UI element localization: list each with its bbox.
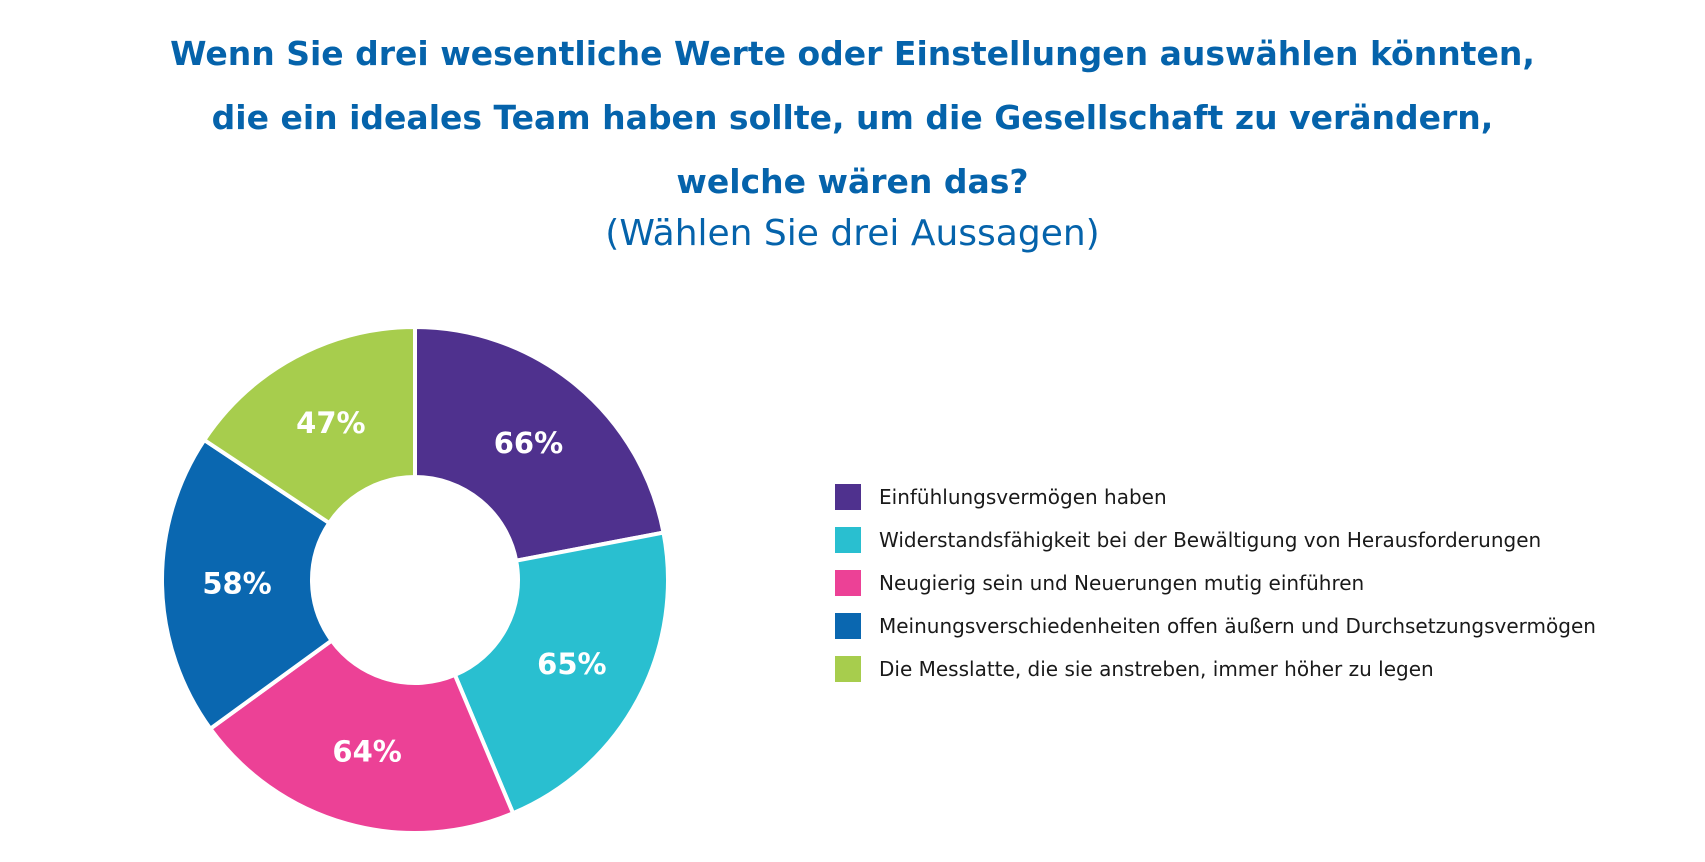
donut-data-label-1: 66% [494, 426, 563, 460]
legend-item-2: Widerstandsfähigkeit bei der Bewältigung… [835, 518, 1596, 561]
donut-data-label-3: 64% [332, 734, 401, 768]
legend-item-1: Einfühlungsvermögen haben [835, 475, 1596, 518]
legend-item-3: Neugierig sein und Neuerungen mutig einf… [835, 561, 1596, 604]
chart-subtitle: (Wählen Sie drei Aussagen) [605, 213, 1100, 254]
donut-data-label-4: 58% [202, 567, 271, 601]
legend-item-4: Meinungsverschiedenheiten offen äußern u… [835, 604, 1596, 647]
legend-item-5: Die Messlatte, die sie anstreben, immer … [835, 647, 1596, 690]
legend-swatch-2 [835, 526, 861, 553]
legend-swatch-3 [835, 569, 861, 596]
donut-data-label-2: 65% [537, 647, 606, 681]
chart-title-line-2: die ein ideales Team haben sollte, um di… [211, 98, 1494, 137]
chart-title-block: Wenn Sie drei wesentliche Werte oder Ein… [0, 22, 1705, 260]
chart-legend: Einfühlungsvermögen haben Widerstandsfähi… [835, 475, 1596, 690]
legend-swatch-4 [835, 612, 861, 639]
donut-slice-1 [413, 324, 666, 564]
donut-data-label-5: 47% [296, 406, 365, 440]
legend-label-2: Widerstandsfähigkeit bei der Bewältigung… [879, 527, 1542, 552]
donut-slice-4 [160, 437, 335, 732]
donut-chart: 66% 65% 64% 58% 47% [160, 324, 670, 835]
legend-swatch-1 [835, 483, 861, 510]
legend-swatch-5 [835, 655, 861, 682]
legend-label-1: Einfühlungsvermögen haben [879, 484, 1167, 509]
chart-title-line-3: welche wären das? [676, 162, 1029, 201]
donut-slice-2 [452, 530, 670, 816]
legend-label-5: Die Messlatte, die sie anstreben, immer … [879, 656, 1434, 681]
legend-label-4: Meinungsverschiedenheiten offen äußern u… [879, 613, 1596, 638]
donut-slice-5 [201, 324, 417, 526]
legend-label-3: Neugierig sein und Neuerungen mutig einf… [879, 570, 1365, 595]
chart-title-line-1: Wenn Sie drei wesentliche Werte oder Ein… [170, 34, 1535, 73]
donut-slice-3 [207, 637, 516, 835]
